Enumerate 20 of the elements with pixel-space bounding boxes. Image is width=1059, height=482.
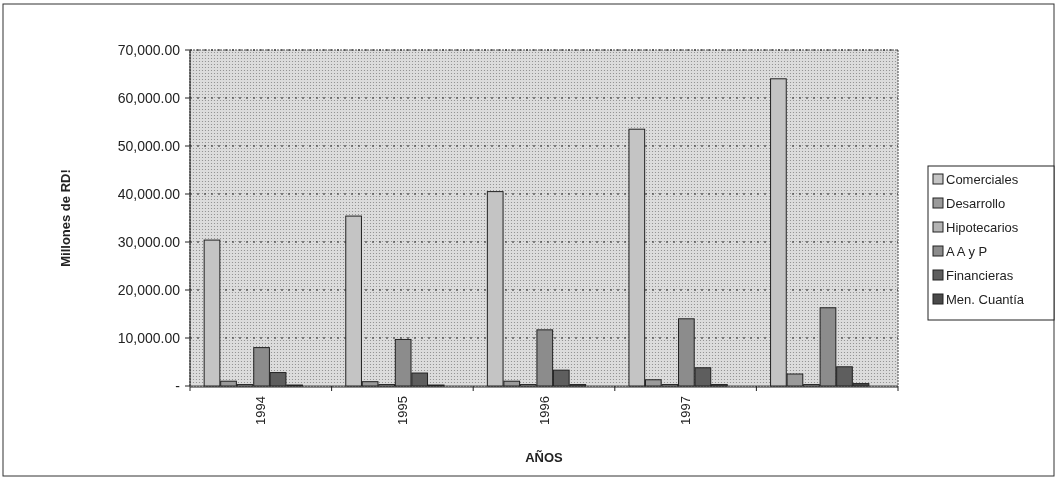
y-tick-label: 40,000.00 bbox=[117, 185, 181, 202]
legend-label: Financieras bbox=[946, 267, 1014, 283]
y-axis-title: Millones de RD! bbox=[58, 169, 73, 267]
y-tick-label: 10,000.00 bbox=[117, 329, 181, 346]
legend-label: Comerciales bbox=[946, 171, 1019, 187]
y-tick-label: 60,000.00 bbox=[117, 89, 181, 106]
x-tick-label: 1994 bbox=[253, 396, 269, 425]
y-tick-label: 20,000.00 bbox=[117, 281, 181, 298]
y-tick-label: - bbox=[175, 377, 181, 394]
x-tick-label: 1997 bbox=[678, 396, 694, 425]
legend-label: Desarrollo bbox=[946, 195, 1006, 211]
x-tick-label: 1995 bbox=[394, 396, 410, 425]
y-tick-label: 30,000.00 bbox=[117, 233, 181, 250]
legend-label: Hipotecarios bbox=[946, 219, 1019, 235]
legend-label: Men. Cuantía bbox=[946, 291, 1025, 307]
legend-label: A A y P bbox=[946, 243, 988, 259]
y-tick-label: 50,000.00 bbox=[117, 137, 181, 154]
y-tick-label: 70,000.00 bbox=[117, 41, 181, 58]
x-axis-title: AÑOS bbox=[525, 450, 564, 465]
x-tick-label: 1996 bbox=[536, 396, 552, 425]
